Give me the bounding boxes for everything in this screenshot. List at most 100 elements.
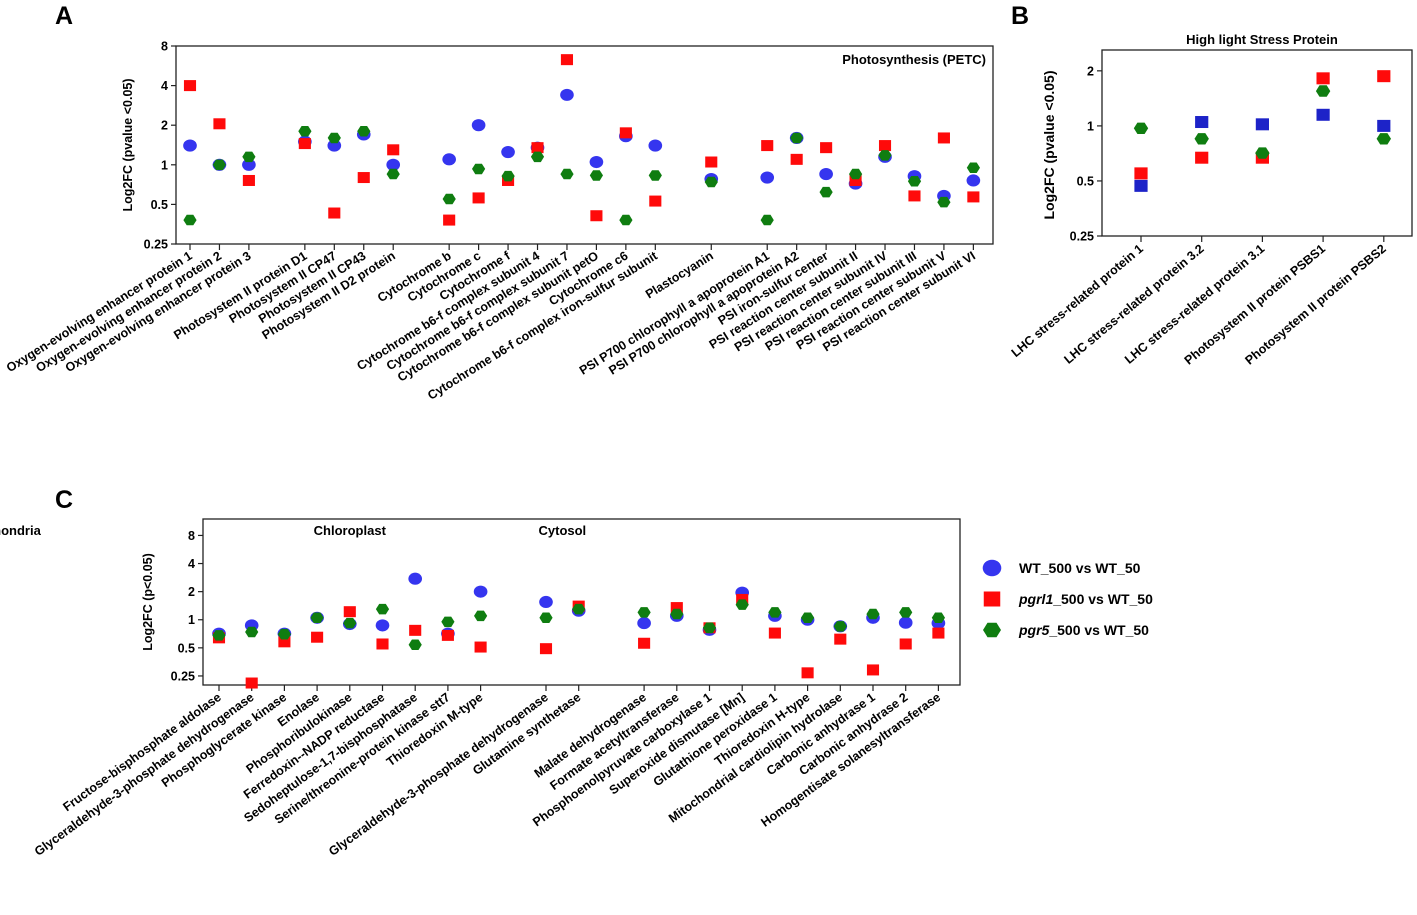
pgr5-data-point xyxy=(441,616,455,628)
panel-c-plot-area xyxy=(202,518,961,686)
pgr5-data-point xyxy=(670,608,684,620)
pgr5-data-point xyxy=(343,617,357,629)
panel-c-letter: C xyxy=(55,486,73,514)
y-tick-label: 4 xyxy=(161,79,168,93)
wt-data-point xyxy=(1316,108,1330,121)
pgrl1-data-point xyxy=(409,624,422,636)
panel-b-letter: B xyxy=(1011,2,1029,30)
pgrl1-data-point xyxy=(213,118,226,130)
group-label: Chloroplast xyxy=(314,523,387,538)
y-tick-label: 0.5 xyxy=(178,641,195,655)
pgr5-data-point xyxy=(245,626,259,638)
pgrl1-data-point xyxy=(820,142,833,154)
pgrl1-data-point xyxy=(531,142,544,154)
panel-a-letter: A xyxy=(55,2,73,30)
pgrl1-data-point xyxy=(441,629,454,641)
pgrl1-data-point xyxy=(328,207,341,219)
wt-data-point xyxy=(408,572,423,585)
pgrl1-data-point xyxy=(560,54,574,66)
pgr5-data-point xyxy=(648,170,662,181)
pgrl1-data-point xyxy=(967,191,980,203)
pgrl1-data-point xyxy=(298,138,311,150)
pgr5-data-point xyxy=(1376,133,1391,145)
pgr5-data-point xyxy=(801,612,815,623)
pgrl1-data-point xyxy=(834,633,847,645)
pgr5-data-point xyxy=(298,126,312,137)
pgrl1-data-point xyxy=(638,637,651,649)
panel-c-y-label: Log2FC (p<0.05) xyxy=(141,553,155,651)
y-tick-label: 0.25 xyxy=(1070,230,1094,244)
y-tick-label: 0.5 xyxy=(151,198,168,212)
pgr5-data-point xyxy=(866,608,880,620)
pgrl1-data-point xyxy=(790,153,803,165)
pgr5-data-point xyxy=(242,151,256,163)
pgrl1-data-point xyxy=(932,627,945,639)
pgr5-data-point xyxy=(931,612,945,623)
pgr5-data-point xyxy=(442,193,456,205)
panel-a-chart: Photosynthesis (PETC) Log2FC (pvalue <0.… xyxy=(4,40,994,403)
pgrl1-data-point xyxy=(474,641,487,653)
pgrl1-data-point xyxy=(1195,151,1209,164)
legend: WT_500 vs WT_50 pgrl1_500 vs WT_50 pgr5_50… xyxy=(982,559,1153,638)
pgrl1-data-point xyxy=(242,174,255,186)
wt-data-point xyxy=(1134,179,1148,192)
y-tick-label: 0.25 xyxy=(171,669,195,683)
pgr5-legend-marker xyxy=(983,622,1001,638)
y-tick-label: 1 xyxy=(161,158,168,172)
pgr5-legend-label: pgr5_500 vs WT_50 xyxy=(1018,622,1149,638)
pgrl1-data-point xyxy=(472,192,485,204)
wt-data-point xyxy=(442,153,456,166)
wt-legend-marker xyxy=(982,559,1002,577)
wt-legend-label: WT_500 vs WT_50 xyxy=(1019,560,1141,576)
panel-b-y-label: Log2FC (pvalue <0.05) xyxy=(1041,71,1057,220)
panel-a-plot-area xyxy=(175,45,994,245)
pgr5-data-point xyxy=(619,214,633,226)
pgrl1-legend-marker xyxy=(983,591,1001,607)
pgrl1-data-point xyxy=(357,172,370,184)
pgrl1-data-point xyxy=(849,174,862,186)
pgrl1-data-point xyxy=(1134,167,1148,180)
wt-data-point xyxy=(1377,119,1391,132)
pgrl1-data-point xyxy=(899,638,912,650)
pgrl1-data-point xyxy=(376,638,389,650)
pgr5-data-point xyxy=(760,214,774,226)
pgrl1-data-point xyxy=(768,627,781,639)
pgr5-data-point xyxy=(833,621,847,632)
wt-data-point xyxy=(501,146,515,159)
y-tick-label: 8 xyxy=(161,40,168,54)
pgr5-data-point xyxy=(1194,133,1209,145)
pgr5-data-point xyxy=(790,132,804,144)
pgr5-data-point xyxy=(357,126,371,137)
pgr5-data-point xyxy=(849,168,863,180)
y-tick-label: 4 xyxy=(188,557,195,571)
pgr5-data-point xyxy=(637,607,651,618)
panel-c-chart: Log2FC (p<0.05) Chloroplast Cytosol Mitoch… xyxy=(0,518,961,859)
pgr5-data-point xyxy=(878,150,892,161)
pgrl1-data-point xyxy=(183,80,197,92)
wt-data-point xyxy=(183,139,197,152)
pgr5-data-point xyxy=(212,159,226,171)
wt-data-point xyxy=(589,155,604,169)
pgr5-data-point xyxy=(702,622,717,634)
pgrl1-data-point xyxy=(801,667,814,679)
pgr5-data-point xyxy=(327,132,341,144)
wt-data-point xyxy=(473,585,488,598)
pgr5-data-point xyxy=(375,603,390,615)
pgr5-data-point xyxy=(735,599,749,610)
pgrl1-data-point xyxy=(443,214,456,226)
pgr5-data-point xyxy=(212,630,226,641)
pgr5-data-point xyxy=(310,612,324,623)
wt-data-point xyxy=(966,174,981,187)
pgrl1-data-point xyxy=(761,140,774,152)
pgr5-data-point xyxy=(472,163,486,175)
y-tick-label: 2 xyxy=(1087,64,1094,78)
pgrl1-data-point xyxy=(590,210,603,222)
pgr5-data-point xyxy=(560,168,574,180)
pgrl1-data-point xyxy=(343,606,356,618)
pgr5-data-point xyxy=(819,186,833,198)
pgrl1-data-point xyxy=(311,631,324,643)
wt-data-point xyxy=(471,119,486,132)
pgrl1-data-point xyxy=(878,140,892,152)
pgr5-data-point xyxy=(768,607,782,618)
